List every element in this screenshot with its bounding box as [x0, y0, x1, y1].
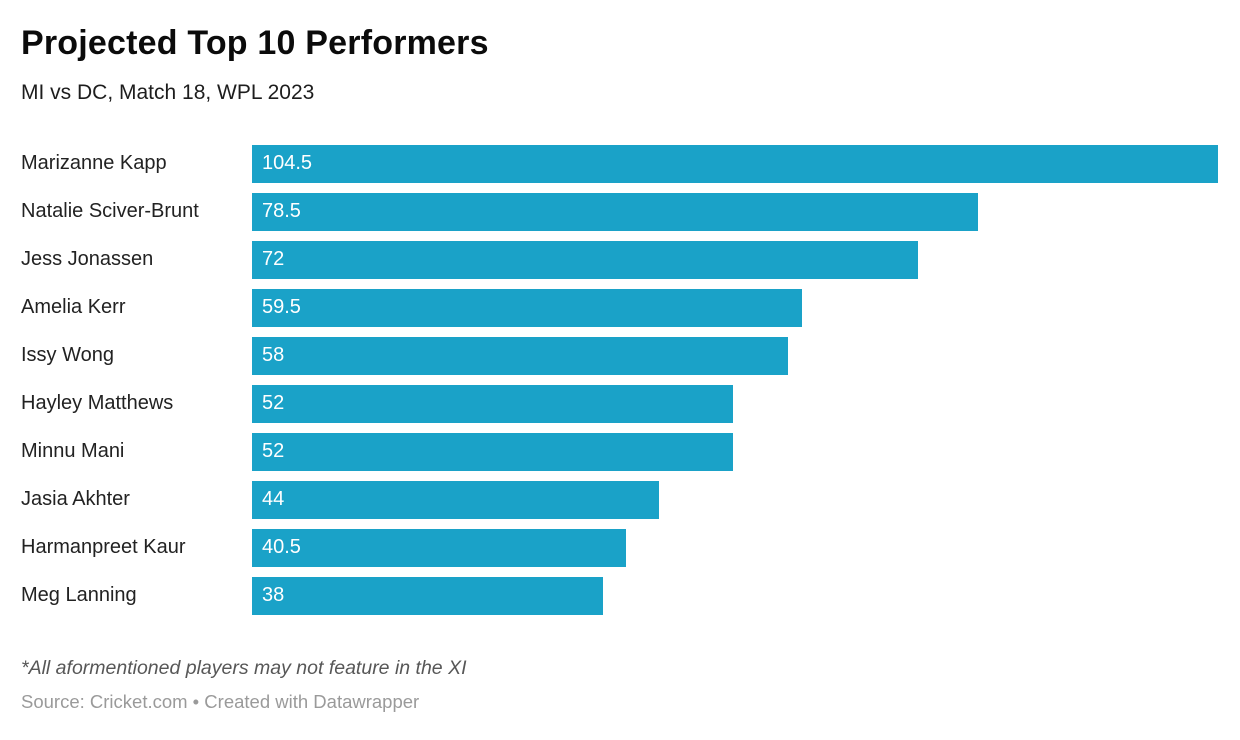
bar-area: 59.5 — [252, 284, 1218, 332]
chart-row: Hayley Matthews 52 — [21, 380, 1218, 428]
player-label: Hayley Matthews — [21, 392, 174, 415]
bar-area: 58 — [252, 332, 1218, 380]
bar: 78.5 — [252, 192, 978, 231]
bar: 38 — [252, 576, 604, 615]
bar-value-label: 59.5 — [262, 296, 301, 319]
bar-value-label: 78.5 — [262, 200, 301, 223]
bar: 72 — [252, 240, 918, 279]
page-title: Projected Top 10 Performers — [21, 24, 489, 62]
bar-area: 44 — [252, 476, 1218, 524]
bar: 58 — [252, 336, 789, 375]
source-line: Source: Cricket.com • Created with Dataw… — [21, 691, 420, 713]
player-label: Marizanne Kapp — [21, 152, 167, 175]
chart-row: Jess Jonassen 72 — [21, 236, 1218, 284]
chart-row: Minnu Mani 52 — [21, 428, 1218, 476]
bar-value-label: 58 — [262, 344, 285, 367]
bar-chart: Marizanne Kapp 104.5 Natalie Sciver-Brun… — [21, 140, 1218, 620]
bar-area: 52 — [252, 428, 1218, 476]
chart-row: Harmanpreet Kaur 40.5 — [21, 524, 1218, 572]
bar-value-label: 104.5 — [262, 152, 313, 175]
bar-value-label: 44 — [262, 488, 285, 511]
bar-value-label: 38 — [262, 584, 285, 607]
player-label: Minnu Mani — [21, 440, 125, 463]
chart-row: Amelia Kerr 59.5 — [21, 284, 1218, 332]
bar-value-label: 72 — [262, 248, 285, 271]
bar-area: 40.5 — [252, 524, 1218, 572]
bar: 52 — [252, 384, 733, 423]
bar-value-label: 40.5 — [262, 536, 301, 559]
chart-row: Marizanne Kapp 104.5 — [21, 140, 1218, 188]
player-label: Jasia Akhter — [21, 488, 130, 511]
player-label: Meg Lanning — [21, 584, 137, 607]
bar-area: 52 — [252, 380, 1218, 428]
bar-value-label: 52 — [262, 440, 285, 463]
player-label: Natalie Sciver-Brunt — [21, 200, 199, 223]
chart-row: Meg Lanning 38 — [21, 572, 1218, 620]
chart-row: Jasia Akhter 44 — [21, 476, 1218, 524]
chart-subtitle: MI vs DC, Match 18, WPL 2023 — [21, 80, 315, 104]
player-label: Harmanpreet Kaur — [21, 536, 186, 559]
chart-row: Natalie Sciver-Brunt 78.5 — [21, 188, 1218, 236]
bar: 59.5 — [252, 288, 803, 327]
bar-value-label: 52 — [262, 392, 285, 415]
player-label: Jess Jonassen — [21, 248, 154, 271]
bar-area: 104.5 — [252, 140, 1218, 188]
bar: 52 — [252, 432, 733, 471]
chart-row: Issy Wong 58 — [21, 332, 1218, 380]
footnote: *All aformentioned players may not featu… — [21, 656, 467, 679]
bar: 44 — [252, 480, 659, 519]
bar: 40.5 — [252, 528, 627, 567]
bar-area: 78.5 — [252, 188, 1218, 236]
player-label: Issy Wong — [21, 344, 114, 367]
bar-area: 38 — [252, 572, 1218, 620]
bar-area: 72 — [252, 236, 1218, 284]
bar: 104.5 — [252, 144, 1218, 183]
player-label: Amelia Kerr — [21, 296, 126, 319]
